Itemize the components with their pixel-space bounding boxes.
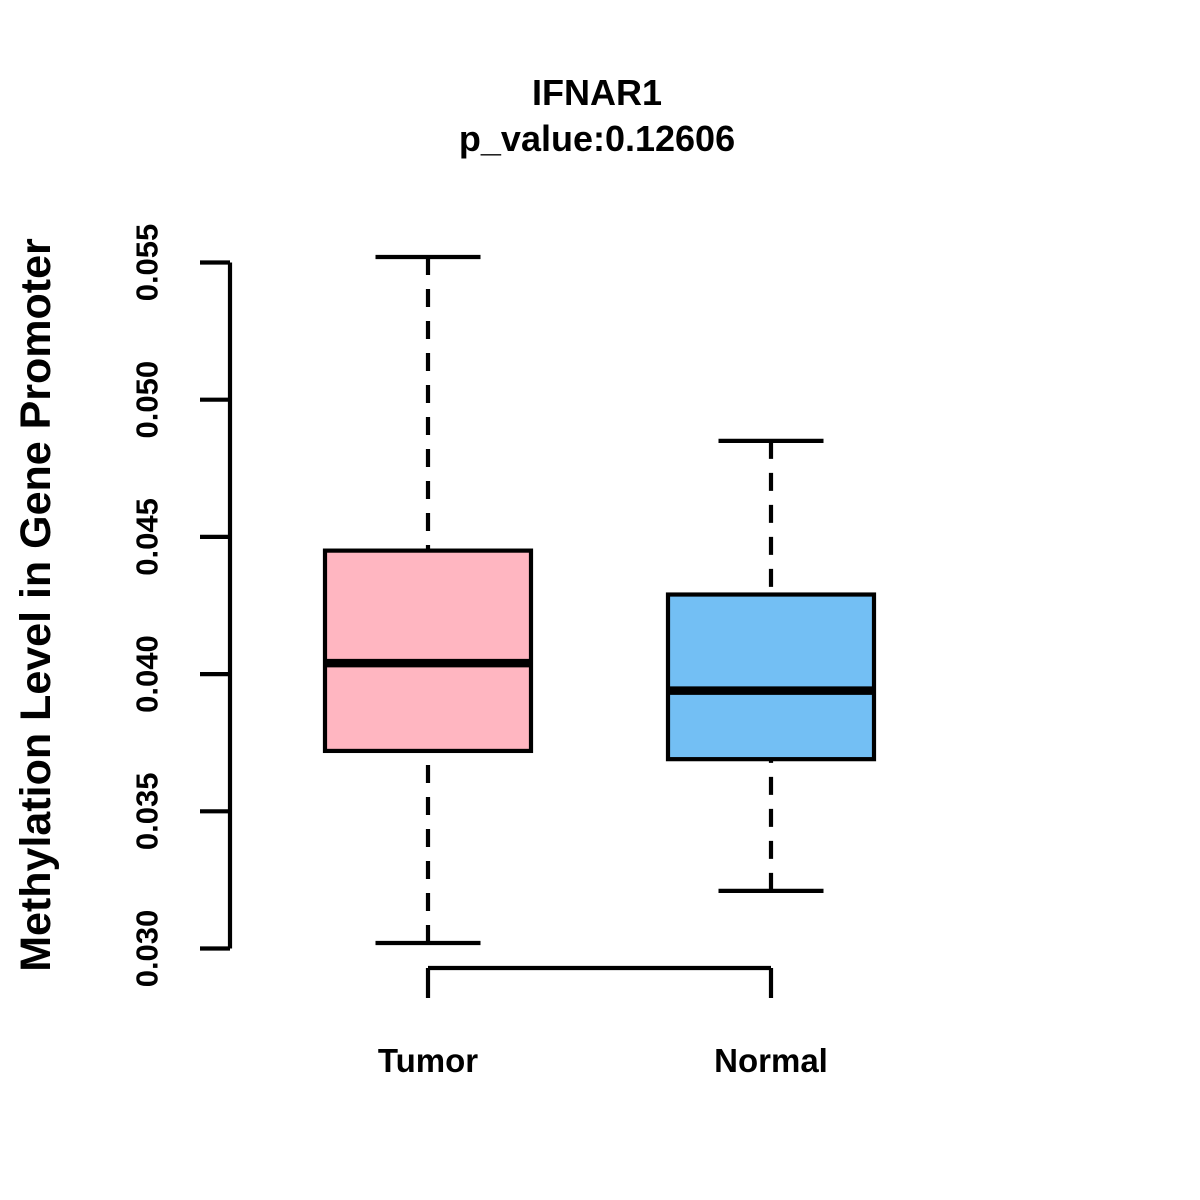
x-category-label-normal: Normal: [714, 1042, 828, 1079]
y-tick-label: 0.040: [130, 635, 165, 713]
y-tick-label: 0.055: [130, 224, 165, 302]
y-tick-label: 0.045: [130, 498, 165, 576]
y-tick-label: 0.050: [130, 361, 165, 439]
iqr-box-normal: [665, 592, 877, 762]
chart-title: IFNAR1: [531, 72, 662, 113]
y-tick-label: 0.030: [130, 910, 165, 988]
x-category-label-tumor: Tumor: [377, 1042, 479, 1079]
chart-subtitle-pvalue: p_value:0.12606: [458, 118, 736, 159]
y-tick-label: 0.035: [130, 773, 165, 851]
iqr-box-tumor: [322, 548, 534, 754]
